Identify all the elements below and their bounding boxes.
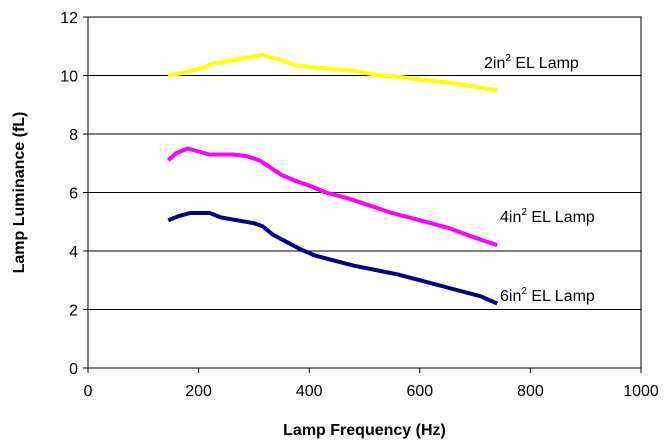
series-label-6in2: 6in2 EL Lamp: [500, 286, 595, 305]
x-tick-label: 800: [517, 383, 544, 400]
series-2in2-line: [167, 53, 498, 93]
series-6in2-line: [167, 211, 499, 306]
y-tick-label: 4: [69, 244, 78, 261]
x-tick-label: 200: [185, 383, 212, 400]
x-axis-title: Lamp Frequency (Hz): [283, 422, 446, 439]
x-tick-label: 400: [296, 383, 323, 400]
y-tick-label: 10: [60, 69, 78, 86]
y-axis-title: Lamp Luminance (fL): [11, 112, 28, 274]
x-tick-label: 600: [406, 383, 433, 400]
series-labels: 2in2 EL Lamp 4in2 EL Lamp 6in2 EL Lamp: [484, 53, 595, 305]
y-tick-label: 2: [69, 303, 78, 320]
x-tick-label: 0: [84, 383, 93, 400]
gridlines: [88, 75, 641, 310]
series-label-4in2: 4in2 EL Lamp: [500, 207, 595, 226]
series-4in2-line: [166, 146, 498, 247]
series-label-2in2: 2in2 EL Lamp: [484, 53, 579, 72]
y-tick-label: 12: [60, 10, 78, 27]
x-tick-label: 1000: [623, 383, 659, 400]
y-tick-label: 6: [69, 186, 78, 203]
y-tick-label: 0: [69, 361, 78, 378]
y-tick-label: 8: [69, 127, 78, 144]
series-lines: [166, 53, 499, 306]
axes: 0 2 4 6 8 10 12 0 200 400 600 800 1000: [60, 10, 659, 400]
